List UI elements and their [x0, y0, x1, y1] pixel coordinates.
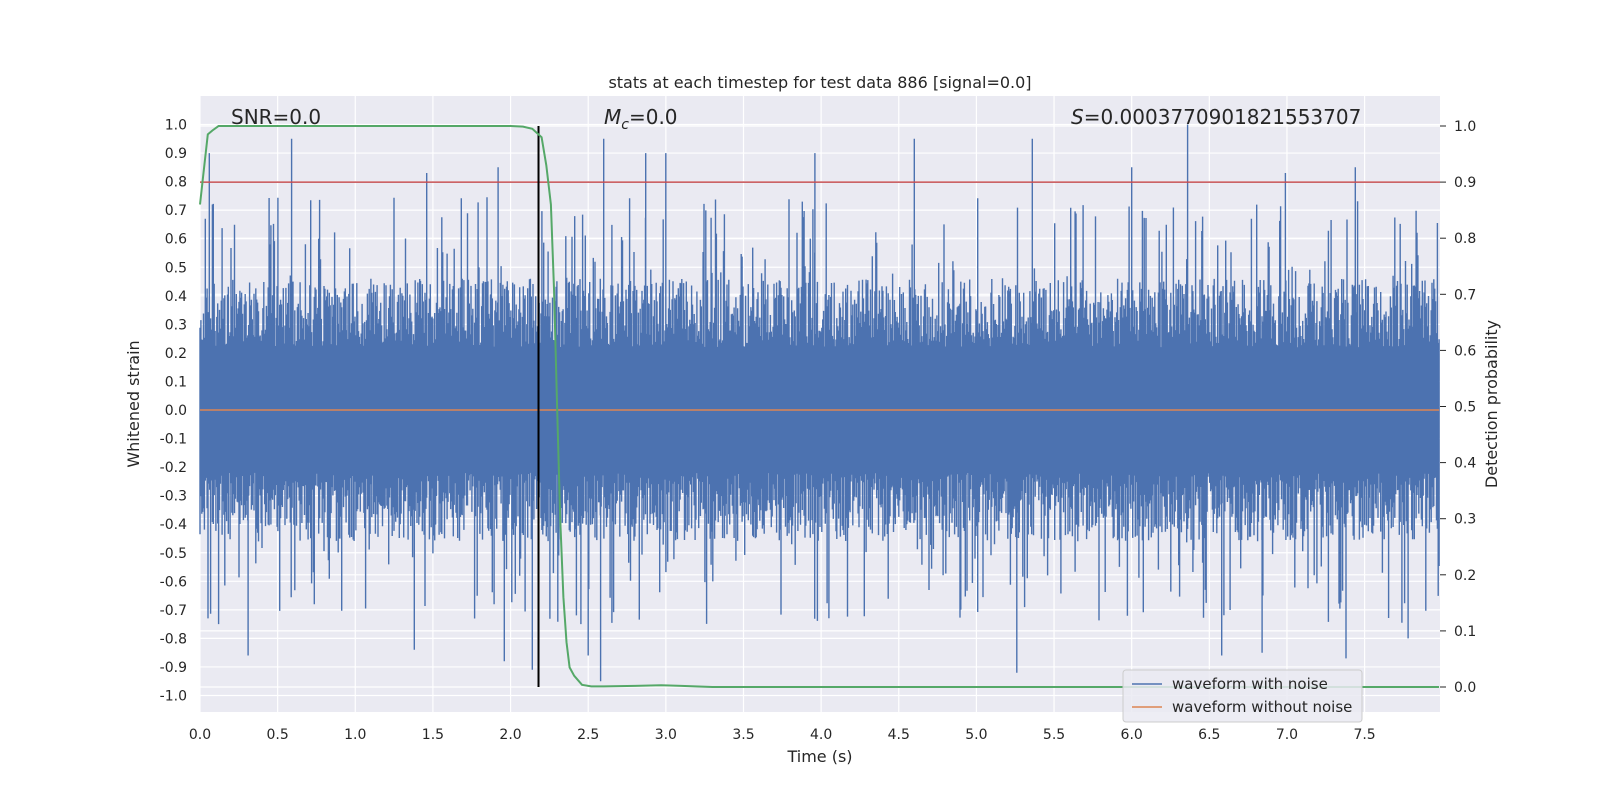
y-right-tick-label: 0.7: [1454, 287, 1476, 303]
waveform-with-noise-core: [200, 355, 1440, 459]
y-left-tick-label: 0.9: [165, 146, 187, 162]
y-right-tick-label: 0.8: [1454, 231, 1476, 247]
mc-annotation: Mc=0.0: [604, 105, 678, 133]
y-left-tick-label: -0.6: [160, 574, 187, 590]
y-left-tick-label: 0.5: [165, 260, 187, 276]
x-axis-ticks: 0.0 0.5 1.0 1.5 2.0 2.5 3.0 3.5 4.0 4.5 5.0 5.5 6.0 6…: [189, 727, 1376, 743]
y-right-tick-label: 0.9: [1454, 175, 1476, 191]
y-left-tick-label: -0.2: [160, 460, 187, 476]
y-right-axis-ticks: 1.0 0.9 0.8 0.7 0.6 0.5 0.4 0.3 0.2 0.1 0.0: [1440, 119, 1476, 696]
y-left-tick-label: -0.4: [160, 517, 187, 533]
mc-value: =0.0: [629, 105, 678, 129]
y-left-tick-label: 0.6: [165, 232, 187, 248]
x-tick-label: 3.5: [732, 727, 754, 743]
y-left-tick-label: -0.3: [160, 489, 187, 505]
y-left-tick-label: 0.7: [165, 203, 187, 219]
x-tick-label: 0.0: [189, 727, 211, 743]
x-tick-label: 5.5: [1043, 727, 1065, 743]
y-right-tick-label: 0.5: [1454, 400, 1476, 416]
y-left-axis-ticks: 1.0 0.9 0.8 0.7 0.6 0.5 0.4 0.3 0.2 0.1 0.0 -0.1 -0.…: [160, 118, 187, 705]
y-right-tick-label: 1.0: [1454, 119, 1476, 135]
y-right-axis-label: Detection probability: [1482, 320, 1501, 488]
legend: waveform with noise waveform without noi…: [1122, 669, 1363, 723]
y-right-tick-label: 0.6: [1454, 343, 1476, 359]
y-left-tick-label: 0.2: [165, 346, 187, 362]
y-right-tick-label: 0.4: [1454, 456, 1476, 472]
y-right-tick-label: 0.0: [1454, 680, 1476, 696]
s-annotation: S=0.0003770901821553707: [1071, 105, 1361, 129]
s-symbol: S: [1071, 105, 1084, 129]
y-left-tick-label: 0.4: [165, 289, 187, 305]
overlay-lines: [200, 126, 1440, 687]
y-left-tick-label: -0.7: [160, 603, 187, 619]
s-value: =0.0003770901821553707: [1084, 105, 1362, 129]
x-tick-label: 1.0: [344, 727, 366, 743]
x-tick-label: 6.0: [1121, 727, 1143, 743]
x-tick-label: 4.0: [810, 727, 832, 743]
y-left-tick-label: -1.0: [160, 689, 187, 705]
y-left-tick-label: 1.0: [165, 118, 187, 134]
y-right-tick-label: 0.3: [1454, 512, 1476, 528]
x-tick-label: 2.0: [499, 727, 521, 743]
y-left-tick-label: 0.3: [165, 317, 187, 333]
x-tick-label: 3.0: [655, 727, 677, 743]
y-left-axis-label: Whitened strain: [124, 340, 143, 467]
snr-annotation: SNR=0.0: [231, 105, 321, 129]
mc-subscript: c: [621, 117, 629, 133]
y-left-tick-label: -0.9: [160, 660, 187, 676]
y-left-tick-label: -0.8: [160, 631, 187, 647]
x-tick-label: 2.5: [577, 727, 599, 743]
y-right-tick-label: 0.1: [1454, 624, 1476, 640]
legend-label-waveform-without-noise: waveform without noise: [1172, 698, 1352, 716]
x-tick-label: 7.0: [1276, 727, 1298, 743]
x-tick-label: 0.5: [267, 727, 289, 743]
waveform-with-noise-series: [199, 124, 1440, 682]
y-left-tick-label: -0.1: [160, 432, 187, 448]
y-left-tick-label: 0.8: [165, 175, 187, 191]
x-tick-label: 7.5: [1353, 727, 1375, 743]
x-tick-label: 1.5: [422, 727, 444, 743]
x-tick-label: 4.5: [888, 727, 910, 743]
legend-label-waveform-with-noise: waveform with noise: [1172, 675, 1328, 693]
detection-probability-line: [199, 125, 1440, 688]
x-tick-label: 5.0: [965, 727, 987, 743]
x-tick-label: 6.5: [1198, 727, 1220, 743]
x-axis-label: Time (s): [786, 747, 852, 766]
y-right-tick-label: 0.2: [1454, 568, 1476, 584]
detection-probability-series: [199, 125, 1440, 688]
legend-box: [1122, 669, 1363, 723]
y-left-tick-label: -0.5: [160, 546, 187, 562]
y-left-tick-label: 0.1: [165, 374, 187, 390]
y-left-tick-label: 0.0: [165, 403, 187, 419]
mc-symbol: M: [604, 105, 621, 129]
chart-title: stats at each timestep for test data 886…: [608, 73, 1031, 92]
